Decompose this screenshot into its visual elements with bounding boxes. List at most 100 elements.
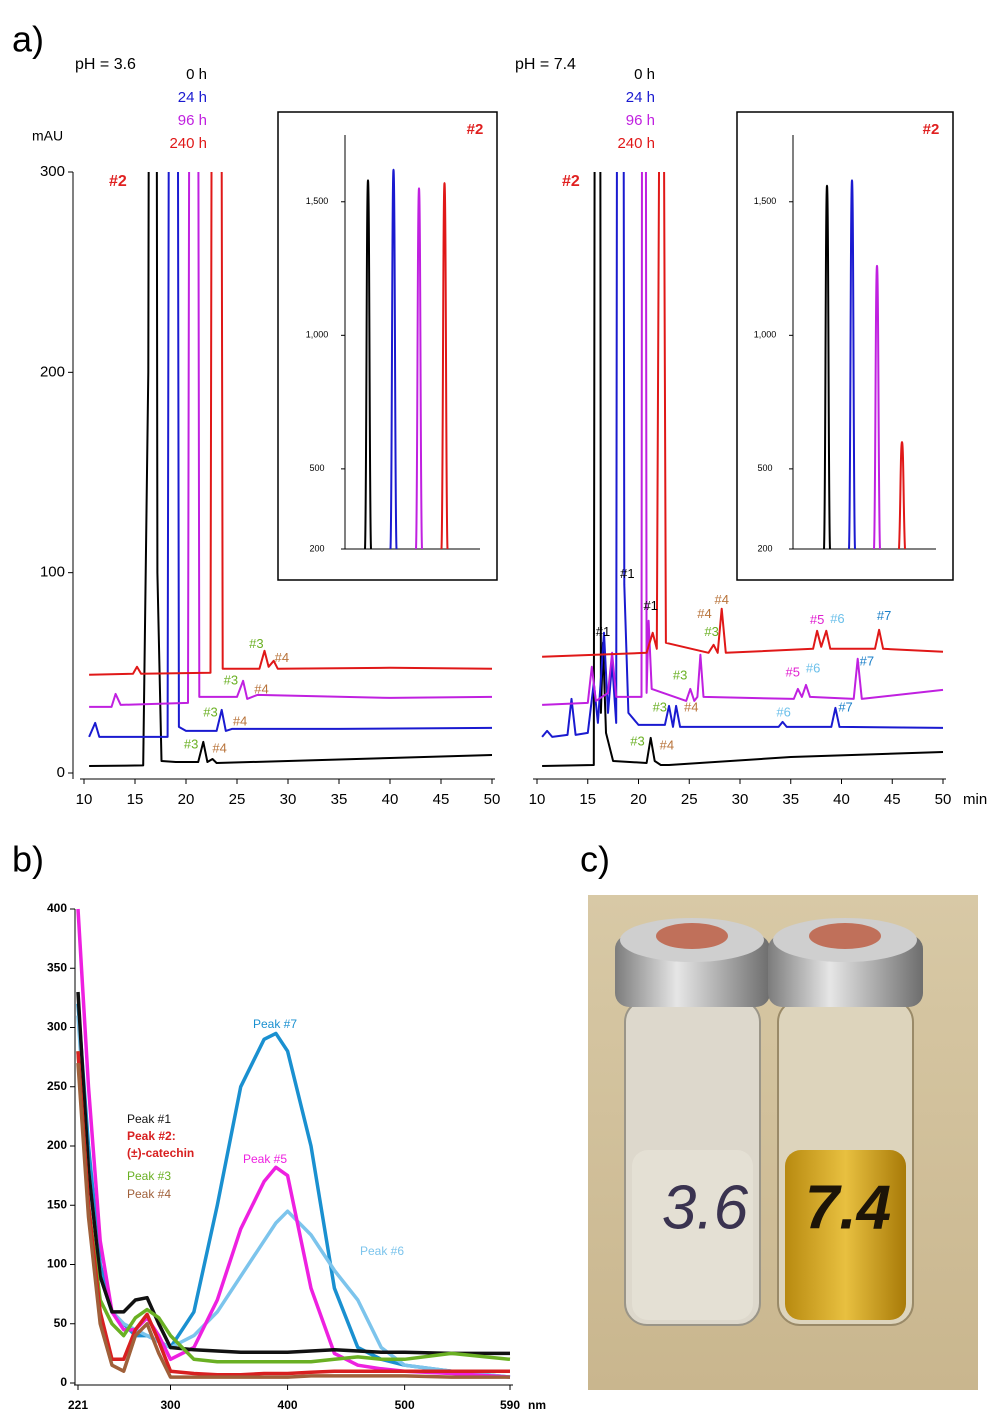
x-tick-label: 20	[630, 791, 647, 808]
trace	[88, 172, 493, 738]
y-tick-label: 250	[47, 1079, 67, 1093]
peak-annotation: #1	[596, 624, 610, 639]
peak-annotation: #3	[184, 736, 198, 751]
x-tick-label: 45	[884, 791, 901, 808]
series-label: Peak #2: (±)-catechin	[127, 1129, 194, 1160]
x-tick-label: 30	[732, 791, 749, 808]
peak-annotation: #4	[233, 713, 247, 728]
peak	[898, 441, 906, 550]
x-tick-label: 25	[681, 791, 698, 808]
legend-label: 96 h	[178, 112, 207, 129]
inset-frame	[277, 111, 498, 581]
septum	[809, 923, 881, 949]
peak-annotation: #4	[275, 650, 289, 665]
legend-label: 0 h	[186, 66, 207, 83]
peak-annotation: #6	[806, 660, 820, 675]
peak	[389, 168, 398, 550]
peak	[873, 264, 881, 550]
x-tick-label: 221	[68, 1398, 88, 1412]
peak-annotation: #3	[653, 699, 667, 714]
traces	[76, 908, 511, 1379]
x-tick-label: 40	[833, 791, 850, 808]
x-tick-label: 10	[76, 791, 93, 808]
peak-annotation: #4	[684, 699, 698, 714]
x-tick-label: 40	[382, 791, 399, 808]
y-tick-label: 150	[47, 1197, 67, 1211]
peak-annotation: #5	[786, 664, 800, 679]
vial-liquid	[785, 1150, 906, 1320]
vial-label: 3.6	[662, 1173, 749, 1242]
peak-annotation: #3	[203, 704, 217, 719]
peak-annotation: #4	[697, 606, 711, 621]
septum	[656, 923, 728, 949]
peak-label: #2	[467, 121, 484, 138]
panel-label: a)	[12, 19, 44, 60]
y-tick-label: 0	[57, 764, 65, 781]
x-tick-label: 50	[484, 791, 501, 808]
traces	[541, 172, 944, 767]
series-label: Peak #5	[243, 1152, 287, 1166]
peak-annotation: #4	[254, 681, 268, 696]
panel-label: b)	[12, 839, 44, 880]
peak	[848, 179, 856, 550]
trace	[76, 908, 511, 1379]
legend-label: 24 h	[626, 89, 655, 106]
peak-label: #2	[923, 121, 940, 138]
y-axis-label: mAU	[32, 128, 63, 144]
y-tick-label: 500	[309, 463, 324, 473]
trace	[89, 172, 493, 708]
peak-annotation: #4	[660, 737, 674, 752]
x-tick-label: 30	[280, 791, 297, 808]
peak-annotation: #7	[838, 699, 852, 714]
series-label-line: (±)-catechin	[127, 1146, 194, 1160]
trace	[542, 172, 944, 706]
y-tick-label: 1,000	[306, 330, 329, 340]
y-tick-label: 500	[757, 463, 772, 473]
y-tick-label: 50	[54, 1316, 68, 1330]
x-tick-label: 45	[433, 791, 450, 808]
trace	[76, 1051, 511, 1364]
peak-annotation: #3	[704, 624, 718, 639]
traces	[88, 172, 493, 767]
x-tick-label: 15	[127, 791, 144, 808]
series-label: Peak #1	[127, 1112, 171, 1126]
chart-title: pH = 3.6	[75, 56, 136, 73]
peak-annotation: #3	[224, 672, 238, 687]
peak-annotation: #4	[714, 592, 728, 607]
trace	[76, 1062, 510, 1379]
peak	[440, 182, 449, 550]
peak-annotation: #6	[776, 704, 790, 719]
y-tick-label: 1,000	[754, 330, 777, 340]
legend-label: 24 h	[178, 89, 207, 106]
y-tick-label: 1,500	[754, 196, 777, 206]
x-axis-label: nm	[528, 1398, 546, 1412]
x-tick-label: 35	[782, 791, 799, 808]
peak	[415, 187, 423, 550]
legend-label: 96 h	[626, 112, 655, 129]
peak-label: #2	[562, 173, 580, 190]
series-label: Peak #7	[253, 1017, 297, 1031]
y-tick-label: 1,500	[306, 196, 329, 206]
peak-annotation: #7	[877, 608, 891, 623]
y-tick-label: 350	[47, 960, 67, 974]
x-tick-label: 400	[278, 1398, 298, 1412]
series-label: Peak #4	[127, 1187, 171, 1201]
series-label: Peak #6	[360, 1244, 404, 1258]
peak-annotation: #1	[643, 598, 657, 613]
trace	[76, 1051, 510, 1377]
trace	[89, 172, 493, 676]
x-tick-label: 500	[395, 1398, 415, 1412]
y-tick-label: 200	[47, 1138, 67, 1152]
x-tick-label: 15	[579, 791, 596, 808]
vial-liquid	[632, 1150, 753, 1320]
y-tick-label: 400	[47, 901, 67, 915]
y-tick-label: 300	[40, 163, 65, 180]
trace	[542, 172, 944, 767]
legend-label: 0 h	[634, 66, 655, 83]
vial-label: 7.4	[805, 1173, 891, 1242]
x-tick-label: 300	[160, 1398, 180, 1412]
inset-frame	[736, 111, 954, 581]
series-label: Peak #3	[127, 1169, 171, 1183]
y-tick-label: 200	[309, 543, 324, 553]
y-tick-label: 200	[757, 543, 772, 553]
